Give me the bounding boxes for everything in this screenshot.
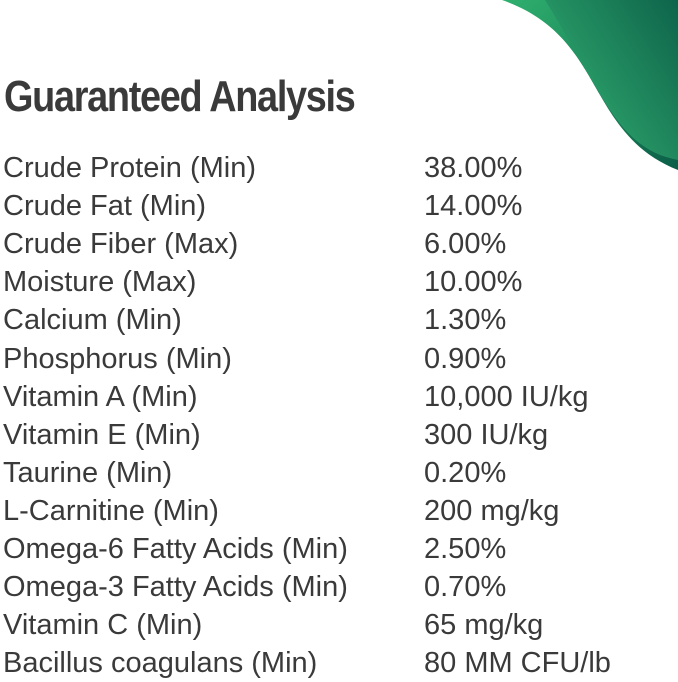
nutrient-value: 300 IU/kg: [424, 418, 549, 451]
nutrient-label: Phosphorus (Min): [3, 342, 232, 375]
nutrient-label: Omega-6 Fatty Acids (Min): [3, 533, 348, 565]
nutrient-value: 0.20%: [424, 456, 507, 489]
nutrient-label: L-Carnitine (Min): [3, 494, 219, 527]
analysis-row: Bacillus coagulans (Min) 80 MM CFU/lb: [3, 644, 611, 682]
nutrient-value: 80 MM CFU/lb: [424, 647, 611, 680]
nutrient-value: 200 mg/kg: [424, 494, 560, 527]
nutrient-label: Calcium (Min): [3, 304, 182, 337]
nutrient-value: 6.00%: [424, 228, 507, 261]
analysis-row: Omega-3 Fatty Acids (Min) 0.70%: [3, 568, 506, 606]
nutrient-label: Crude Fat (Min): [3, 190, 207, 223]
nutrient-value: 10.00%: [424, 266, 523, 299]
nutrient-label: Crude Fiber (Max): [3, 228, 239, 261]
analysis-row: Omega-6 Fatty Acids (Min) 2.50%: [3, 530, 506, 568]
analysis-row: Crude Fat (Min) 14.00%: [3, 187, 522, 225]
analysis-row: Vitamin E (Min) 300 IU/kg: [3, 416, 548, 454]
nutrient-label: Crude Protein (Min): [3, 152, 257, 184]
analysis-row: Crude Protein (Min) 38.00%: [3, 149, 522, 187]
nutrient-value: 65 mg/kg: [424, 609, 544, 642]
nutrient-label: Vitamin C (Min): [3, 609, 203, 642]
analysis-row: Moisture (Max) 10.00%: [3, 263, 522, 301]
analysis-row: Crude Fiber (Max) 6.00%: [3, 225, 506, 263]
analysis-row: Calcium (Min) 1.30%: [3, 301, 506, 339]
nutrient-label: Omega-3 Fatty Acids (Min): [3, 571, 348, 604]
page-title: Guaranteed Analysis: [4, 72, 356, 121]
nutrient-label: Bacillus coagulans (Min): [3, 647, 318, 680]
nutrient-value: 2.50%: [424, 533, 507, 565]
nutrient-label: Vitamin E (Min): [3, 418, 201, 451]
nutrient-value: 1.30%: [424, 304, 507, 337]
nutrient-value: 10,000 IU/kg: [424, 380, 589, 413]
nutrient-label: Moisture (Max): [3, 266, 197, 299]
analysis-row: Taurine (Min) 0.20%: [3, 454, 506, 492]
nutrient-value: 0.90%: [424, 342, 507, 375]
nutrient-label: Taurine (Min): [3, 456, 173, 489]
nutrient-value: 14.00%: [424, 190, 523, 223]
analysis-row: L-Carnitine (Min) 200 mg/kg: [3, 492, 559, 530]
nutrient-value: 38.00%: [424, 152, 523, 184]
analysis-row: Phosphorus (Min) 0.90%: [3, 340, 506, 378]
nutrient-value: 0.70%: [424, 571, 507, 604]
analysis-row: Vitamin C (Min) 65 mg/kg: [3, 606, 543, 644]
nutrient-label: Vitamin A (Min): [3, 380, 198, 413]
analysis-row: Vitamin A (Min) 10,000 IU/kg: [3, 378, 588, 416]
